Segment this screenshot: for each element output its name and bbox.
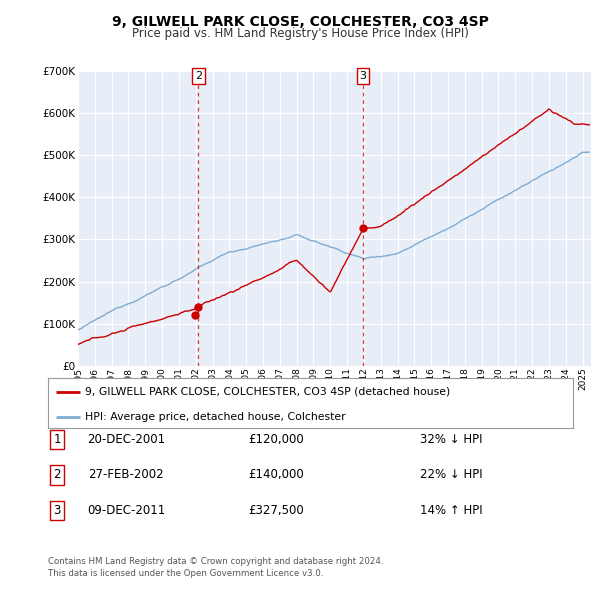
Text: Price paid vs. HM Land Registry's House Price Index (HPI): Price paid vs. HM Land Registry's House … (131, 27, 469, 40)
Text: £327,500: £327,500 (248, 504, 304, 517)
Text: 9, GILWELL PARK CLOSE, COLCHESTER, CO3 4SP (detached house): 9, GILWELL PARK CLOSE, COLCHESTER, CO3 4… (85, 386, 450, 396)
Text: 2: 2 (195, 71, 202, 81)
Text: 14% ↑ HPI: 14% ↑ HPI (420, 504, 482, 517)
Text: 1: 1 (53, 433, 61, 446)
Text: This data is licensed under the Open Government Licence v3.0.: This data is licensed under the Open Gov… (48, 569, 323, 578)
Text: 9, GILWELL PARK CLOSE, COLCHESTER, CO3 4SP: 9, GILWELL PARK CLOSE, COLCHESTER, CO3 4… (112, 15, 488, 29)
Text: 22% ↓ HPI: 22% ↓ HPI (420, 468, 482, 481)
Text: 2: 2 (53, 468, 61, 481)
Text: 3: 3 (53, 504, 61, 517)
Text: 32% ↓ HPI: 32% ↓ HPI (420, 433, 482, 446)
Text: £120,000: £120,000 (248, 433, 304, 446)
Text: 20-DEC-2001: 20-DEC-2001 (87, 433, 165, 446)
Text: HPI: Average price, detached house, Colchester: HPI: Average price, detached house, Colc… (85, 412, 346, 422)
Text: Contains HM Land Registry data © Crown copyright and database right 2024.: Contains HM Land Registry data © Crown c… (48, 558, 383, 566)
Text: 3: 3 (359, 71, 367, 81)
Text: 27-FEB-2002: 27-FEB-2002 (88, 468, 164, 481)
Text: 09-DEC-2011: 09-DEC-2011 (87, 504, 165, 517)
Text: £140,000: £140,000 (248, 468, 304, 481)
